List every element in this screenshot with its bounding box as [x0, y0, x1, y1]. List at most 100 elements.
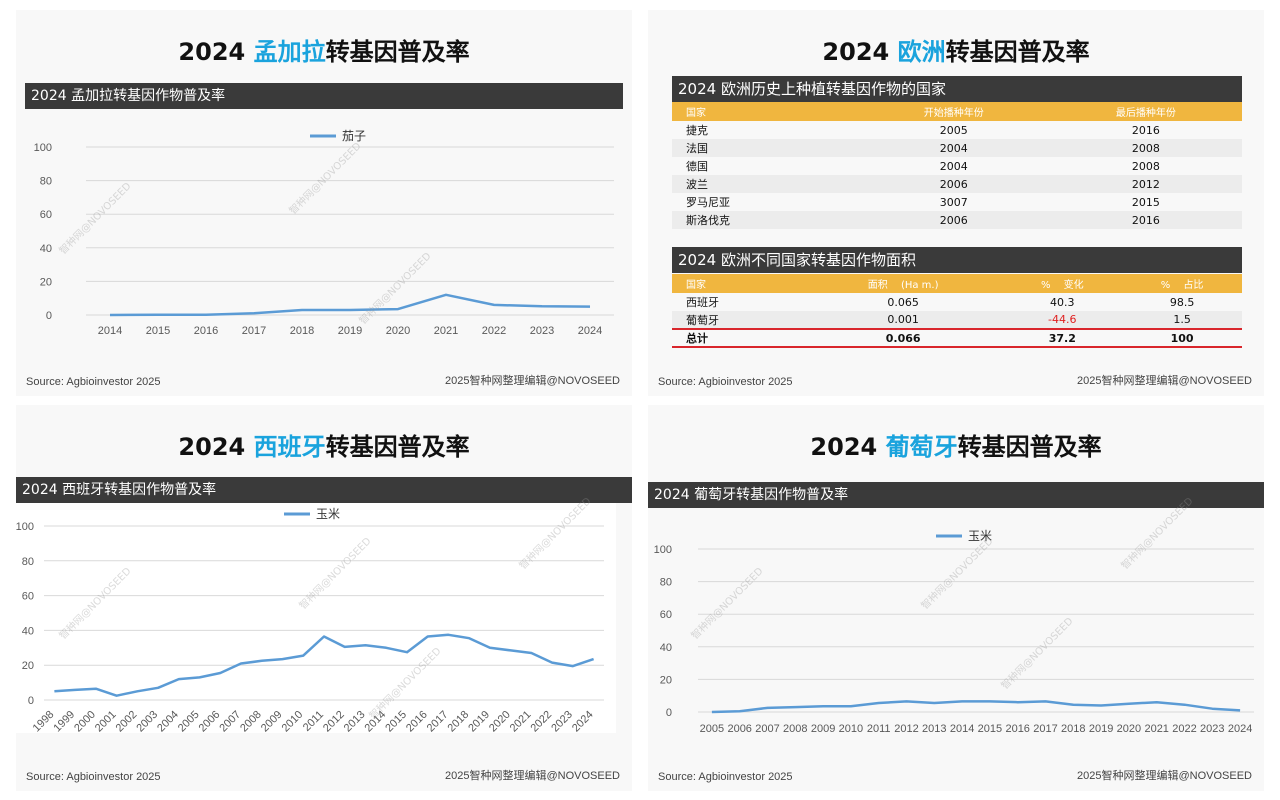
- x-tick-label: 2015: [146, 325, 170, 337]
- spain-line-chart: 0 20 40 60 80 100 1998199920002001200220032004…: [16, 507, 604, 735]
- table-cell: 2006: [857, 211, 1050, 229]
- title-suffix: 转基因普及率: [325, 38, 470, 66]
- x-tick-label: 2018: [446, 709, 472, 735]
- x-tick-label: 2011: [867, 723, 891, 735]
- europe-panel: 2024 欧洲转基因普及率 2024 欧洲历史上种植转基因作物的国家 国家 开始播…: [648, 10, 1264, 396]
- panel-title: 2024 西班牙转基因普及率: [16, 427, 632, 462]
- y-tick-label: 40: [22, 625, 34, 637]
- y-tick-label: 0: [666, 707, 672, 719]
- title-suffix: 转基因普及率: [957, 433, 1102, 461]
- y-tick-label: 100: [16, 521, 34, 533]
- table-row: 葡萄牙 0.001 -44.6 1.5: [672, 311, 1242, 329]
- x-tick-label: 2005: [700, 723, 724, 735]
- x-tick-label: 2002: [114, 709, 140, 735]
- x-tick-label: 2014: [363, 709, 389, 735]
- table-cell: 2008: [1131, 159, 1160, 173]
- legend-label: 玉米: [968, 529, 992, 543]
- table-row: 德国 2004 2008: [672, 157, 1242, 175]
- column-header: 最后播种年份: [1049, 102, 1242, 121]
- table2-title-bar: 2024 欧洲不同国家转基因作物面积: [672, 247, 1242, 273]
- table-cell: 2016: [1131, 123, 1160, 137]
- credit-note: 2025智种网整理编辑@NOVOSEED: [1077, 770, 1252, 782]
- title-prefix: 2024: [810, 433, 886, 461]
- x-tick-label: 2023: [549, 709, 575, 735]
- table-cell: 德国: [686, 160, 708, 173]
- spain-panel: 2024 西班牙转基因普及率 2024 西班牙转基因作物普及率 0 20 40 60 8…: [16, 405, 632, 791]
- x-tick-label: 2014: [98, 325, 122, 337]
- legend-label: 玉米: [316, 507, 340, 521]
- table-cell: 西班牙: [686, 296, 719, 309]
- table-cell: 2006: [857, 175, 1050, 193]
- countries-history-table: 国家 开始播种年份 最后播种年份 捷克 2005 2016 法国 2004 2008 德国 200…: [672, 102, 1242, 229]
- x-tick-label: 1998: [31, 709, 57, 735]
- table-row: 斯洛伐克 2006 2016: [672, 211, 1242, 229]
- table-cell: 0.066: [803, 328, 1003, 348]
- table-cell: 40.3: [1050, 295, 1075, 309]
- table-cell: 捷克: [686, 124, 708, 137]
- x-tick-label: 2007: [217, 709, 243, 735]
- x-tick-label: 2017: [425, 709, 451, 735]
- x-tick-label: 2006: [727, 723, 751, 735]
- x-tick-label: 2009: [259, 709, 285, 735]
- x-tick-label: 2020: [386, 325, 410, 337]
- title-highlight: 葡萄牙: [885, 433, 958, 461]
- y-tick-label: 100: [654, 544, 672, 556]
- table-cell: 葡萄牙: [672, 311, 804, 329]
- table-cell: 98.5: [1169, 295, 1195, 309]
- x-tick-label: 2022: [528, 709, 554, 735]
- x-tick-label: 2008: [783, 723, 807, 735]
- bangladesh-panel: 2024 孟加拉转基因普及率 2024 孟加拉转基因作物普及率 0 20 40 60 8…: [16, 10, 632, 396]
- table-cell: 罗马尼亚: [686, 196, 730, 209]
- chart-header-bar: 2024 葡萄牙转基因作物普及率: [648, 482, 1264, 508]
- y-tick-label: 0: [28, 695, 34, 707]
- source-note: Source: Agbioinvestor 2025: [658, 771, 793, 783]
- credit-note: 2025智种网整理编辑@NOVOSEED: [445, 770, 620, 782]
- portugal-line-chart: 0 20 40 60 80 100 2005 2006 2007 2008 2009 2010 2011…: [654, 529, 1254, 735]
- bangladesh-line-chart: 0 20 40 60 80 100 2014 2015 2016 2017 2018 2019 2020…: [34, 129, 614, 337]
- x-tick-label: 2015: [383, 709, 409, 735]
- title-highlight: 西班牙: [253, 433, 326, 461]
- x-tick-label: 2012: [894, 723, 918, 735]
- column-header: % 占比: [1122, 274, 1242, 293]
- x-tick-label: 2017: [1033, 723, 1057, 735]
- x-tick-label: 2006: [197, 709, 223, 735]
- panel-title: 2024 葡萄牙转基因普及率: [648, 427, 1264, 462]
- title-suffix: 转基因普及率: [325, 433, 470, 461]
- x-tick-label: 2022: [482, 325, 506, 337]
- title-prefix: 2024: [178, 433, 254, 461]
- legend-label: 茄子: [342, 129, 366, 143]
- y-tick-label: 20: [22, 660, 34, 672]
- x-tick-label: 2021: [508, 709, 534, 735]
- table-header-row: 国家 开始播种年份 最后播种年份: [672, 102, 1242, 121]
- panel-title: 2024 孟加拉转基因普及率: [16, 32, 632, 67]
- x-tick-label: 2004: [155, 709, 181, 735]
- x-tick-label: 2014: [950, 723, 974, 735]
- table-row: 西班牙 0.065 40.3 98.5: [672, 293, 1242, 311]
- title-suffix: 转基因普及率: [945, 38, 1090, 66]
- column-header: 国家: [672, 274, 804, 293]
- x-tick-label: 2010: [839, 723, 863, 735]
- y-tick-label: 60: [40, 209, 52, 221]
- table-header-row: 国家 面积 (Ha m.)% 变化% 占比: [672, 274, 1242, 293]
- x-tick-label: 2018: [290, 325, 314, 337]
- x-tick-label: 2019: [466, 709, 492, 735]
- table-cell: 0.065: [887, 295, 919, 309]
- y-tick-label: 60: [22, 591, 34, 603]
- y-tick-label: 40: [660, 642, 672, 654]
- column-header: % 变化: [1002, 274, 1123, 293]
- y-tick-label: 20: [40, 276, 52, 288]
- x-tick-label: 2017: [242, 325, 266, 337]
- title-prefix: 2024: [822, 38, 898, 66]
- x-tick-label: 2021: [434, 325, 458, 337]
- x-tick-label: 2018: [1061, 723, 1085, 735]
- y-tick-label: 80: [22, 556, 34, 568]
- series-line: [109, 293, 591, 317]
- column-header: 面积 (Ha m.): [803, 274, 1003, 293]
- credit-note: 2025智种网整理编辑@NOVOSEED: [445, 375, 620, 387]
- chart-header-bar: 2024 孟加拉转基因作物普及率: [25, 83, 623, 109]
- x-tick-label: 2008: [238, 709, 264, 735]
- x-tick-label: 2024: [570, 709, 596, 735]
- x-tick-label: 2013: [922, 723, 946, 735]
- table-cell: 2015: [1131, 195, 1160, 209]
- x-tick-label: 2007: [755, 723, 779, 735]
